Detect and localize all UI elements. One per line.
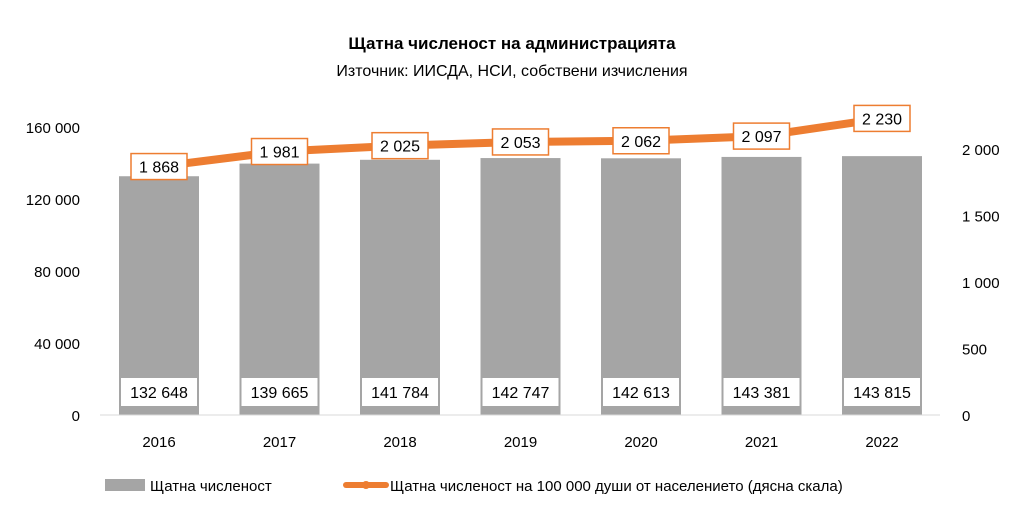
- bar-data-label-box: [121, 378, 197, 406]
- x-axis-tick-label: 2020: [624, 434, 657, 451]
- line-data-label: 1 981: [259, 145, 299, 162]
- bar-data-label: 141 784: [371, 385, 429, 402]
- line-data-label-box: [130, 152, 188, 181]
- line-data-label-box: [491, 128, 550, 156]
- right-axis-tick-label: 2 000: [962, 142, 1000, 159]
- line-data-label: 2 025: [380, 139, 420, 156]
- bar-data-label-box: [723, 378, 800, 406]
- right-axis-tick-label: 0: [962, 408, 970, 425]
- line-data-label: 2 097: [741, 129, 781, 146]
- x-axis-tick-label: 2018: [383, 434, 416, 451]
- bar-data-label: 142 613: [612, 385, 670, 402]
- left-axis-tick-label: 80 000: [34, 264, 80, 281]
- bar: [721, 156, 802, 416]
- chart-subtitle: Източник: ИИСДА, НСИ, собствени изчислен…: [336, 63, 687, 80]
- line-data-label-box: [612, 127, 670, 155]
- line-data-label: 2 230: [862, 111, 902, 128]
- bar-data-label: 143 815: [853, 385, 911, 402]
- bar: [360, 159, 440, 415]
- left-axis-tick-label: 40 000: [34, 336, 80, 353]
- left-axis-tick-label: 0: [72, 408, 80, 425]
- line-data-label-box: [853, 104, 911, 133]
- x-axis-tick-label: 2021: [745, 434, 778, 451]
- line-data-label: 2 053: [500, 135, 540, 152]
- left-axis-tick-label: 160 000: [26, 120, 80, 137]
- x-axis-tick-label: 2017: [263, 434, 296, 451]
- right-axis-tick-label: 1 000: [962, 275, 1000, 292]
- x-axis-tick-label: 2022: [865, 434, 898, 451]
- line-data-label-box: [732, 122, 791, 150]
- bar: [119, 176, 199, 415]
- bar: [239, 163, 320, 415]
- bar-data-label: 143 381: [733, 385, 791, 402]
- bar-data-label-box: [844, 378, 920, 406]
- bar: [842, 156, 922, 415]
- bar: [601, 158, 681, 415]
- legend-bar-swatch: [105, 479, 145, 491]
- x-axis-tick-label: 2019: [504, 434, 537, 451]
- bar-data-label-box: [482, 378, 559, 406]
- bar-data-label-box: [241, 378, 318, 406]
- left-axis-tick-label: 120 000: [26, 192, 80, 209]
- right-axis-tick-label: 1 500: [962, 209, 1000, 226]
- line-data-label-box: [371, 131, 429, 160]
- bar-data-label: 142 747: [492, 385, 550, 402]
- line-data-label: 1 868: [139, 160, 179, 177]
- line-data-label: 2 062: [621, 134, 661, 151]
- bar: [480, 158, 561, 415]
- bar-data-label: 132 648: [130, 385, 188, 402]
- legend-bar-label: Щатна численост: [150, 478, 272, 495]
- chart-title: Щатна численост на администрацията: [348, 34, 676, 53]
- right-axis-tick-label: 500: [962, 342, 987, 359]
- legend-line-marker: [362, 481, 370, 489]
- line-data-label-box: [250, 137, 309, 166]
- bar-data-label-box: [362, 378, 438, 406]
- bar-data-label: 139 665: [251, 385, 309, 402]
- legend-line-label: Щатна численост на 100 000 души от насел…: [390, 478, 843, 495]
- x-axis-tick-label: 2016: [142, 434, 175, 451]
- bar-data-label-box: [603, 378, 679, 406]
